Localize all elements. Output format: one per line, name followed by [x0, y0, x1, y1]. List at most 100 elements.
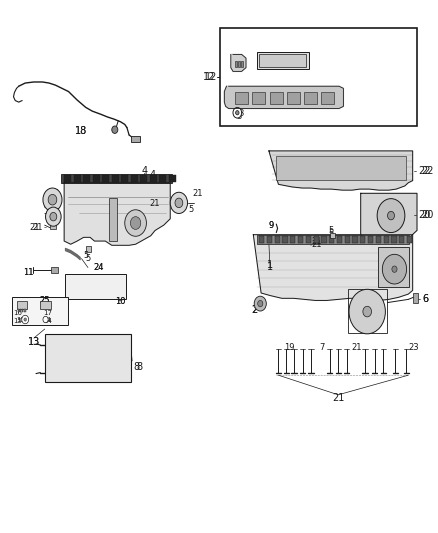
Text: 21: 21: [30, 223, 40, 232]
Bar: [102, 175, 109, 182]
Bar: [18, 309, 19, 312]
Text: 6: 6: [422, 294, 428, 304]
Text: 11: 11: [23, 268, 33, 277]
Text: 21: 21: [351, 343, 362, 352]
Circle shape: [50, 213, 57, 221]
Bar: [407, 236, 412, 243]
Text: 9: 9: [268, 221, 273, 230]
Bar: [329, 236, 334, 243]
Bar: [220, 28, 417, 126]
Text: 15: 15: [14, 318, 22, 324]
Bar: [93, 175, 100, 182]
Circle shape: [46, 207, 61, 226]
Text: 11: 11: [23, 268, 33, 277]
Text: 5: 5: [83, 252, 88, 261]
Circle shape: [170, 192, 187, 214]
Bar: [287, 92, 300, 104]
Text: 2: 2: [251, 305, 258, 315]
Circle shape: [258, 301, 263, 307]
Bar: [337, 236, 342, 243]
Circle shape: [131, 216, 141, 229]
Text: 5: 5: [53, 189, 59, 198]
Bar: [86, 246, 91, 252]
Bar: [360, 236, 365, 243]
Text: 10: 10: [115, 297, 126, 306]
Bar: [131, 175, 138, 182]
Bar: [20, 309, 21, 312]
Bar: [304, 92, 318, 104]
Bar: [22, 309, 24, 312]
Bar: [376, 236, 381, 243]
Text: 12: 12: [205, 71, 217, 82]
Circle shape: [43, 188, 62, 212]
Circle shape: [24, 318, 26, 321]
Text: 21: 21: [149, 199, 160, 208]
Text: 23: 23: [408, 343, 419, 352]
Text: 20: 20: [418, 209, 430, 220]
Circle shape: [377, 199, 405, 232]
Bar: [40, 302, 51, 309]
Text: 5: 5: [188, 205, 194, 214]
Bar: [112, 175, 119, 182]
Text: 24: 24: [94, 263, 104, 272]
Bar: [61, 174, 172, 183]
Bar: [140, 175, 147, 182]
Bar: [121, 175, 128, 182]
Bar: [74, 175, 81, 182]
Bar: [50, 223, 57, 229]
Bar: [353, 236, 358, 243]
Polygon shape: [269, 151, 413, 190]
Text: 15: 15: [16, 317, 25, 322]
Circle shape: [254, 296, 266, 311]
Circle shape: [22, 316, 28, 324]
Text: 21: 21: [311, 237, 322, 246]
Text: 12: 12: [203, 71, 215, 82]
Text: 13: 13: [28, 337, 40, 347]
Bar: [235, 92, 248, 104]
Circle shape: [48, 195, 57, 205]
Text: 24: 24: [94, 263, 104, 272]
Text: 21: 21: [332, 393, 344, 403]
Text: 10: 10: [115, 297, 126, 306]
Text: 9: 9: [268, 221, 273, 230]
Bar: [109, 198, 117, 241]
Text: 16: 16: [13, 310, 22, 316]
Polygon shape: [361, 193, 417, 242]
Text: 14: 14: [44, 318, 53, 324]
Circle shape: [349, 289, 385, 334]
Bar: [348, 289, 387, 333]
Circle shape: [382, 254, 406, 284]
Bar: [83, 175, 90, 182]
Text: 13: 13: [28, 337, 40, 347]
Bar: [321, 236, 326, 243]
Bar: [384, 236, 389, 243]
Polygon shape: [64, 183, 170, 245]
Text: 18: 18: [75, 126, 88, 136]
Text: 5: 5: [53, 203, 58, 212]
Bar: [392, 236, 397, 243]
Bar: [241, 61, 243, 67]
Bar: [298, 236, 303, 243]
Text: 8: 8: [134, 362, 140, 372]
Bar: [238, 61, 240, 67]
Polygon shape: [253, 235, 413, 301]
Polygon shape: [231, 54, 246, 71]
Bar: [276, 156, 406, 180]
Polygon shape: [224, 86, 343, 109]
Bar: [275, 236, 280, 243]
Text: 17: 17: [44, 310, 53, 316]
Text: 5: 5: [135, 210, 141, 219]
Bar: [290, 236, 295, 243]
Bar: [150, 175, 157, 182]
Text: 22: 22: [418, 166, 431, 176]
Text: 5: 5: [328, 229, 334, 238]
Bar: [368, 236, 373, 243]
Bar: [399, 236, 404, 243]
Text: 14: 14: [42, 317, 51, 322]
Bar: [12, 297, 68, 325]
Circle shape: [233, 108, 242, 118]
Bar: [257, 235, 409, 244]
Bar: [314, 236, 319, 243]
Circle shape: [392, 266, 397, 272]
Text: 3: 3: [239, 109, 244, 118]
